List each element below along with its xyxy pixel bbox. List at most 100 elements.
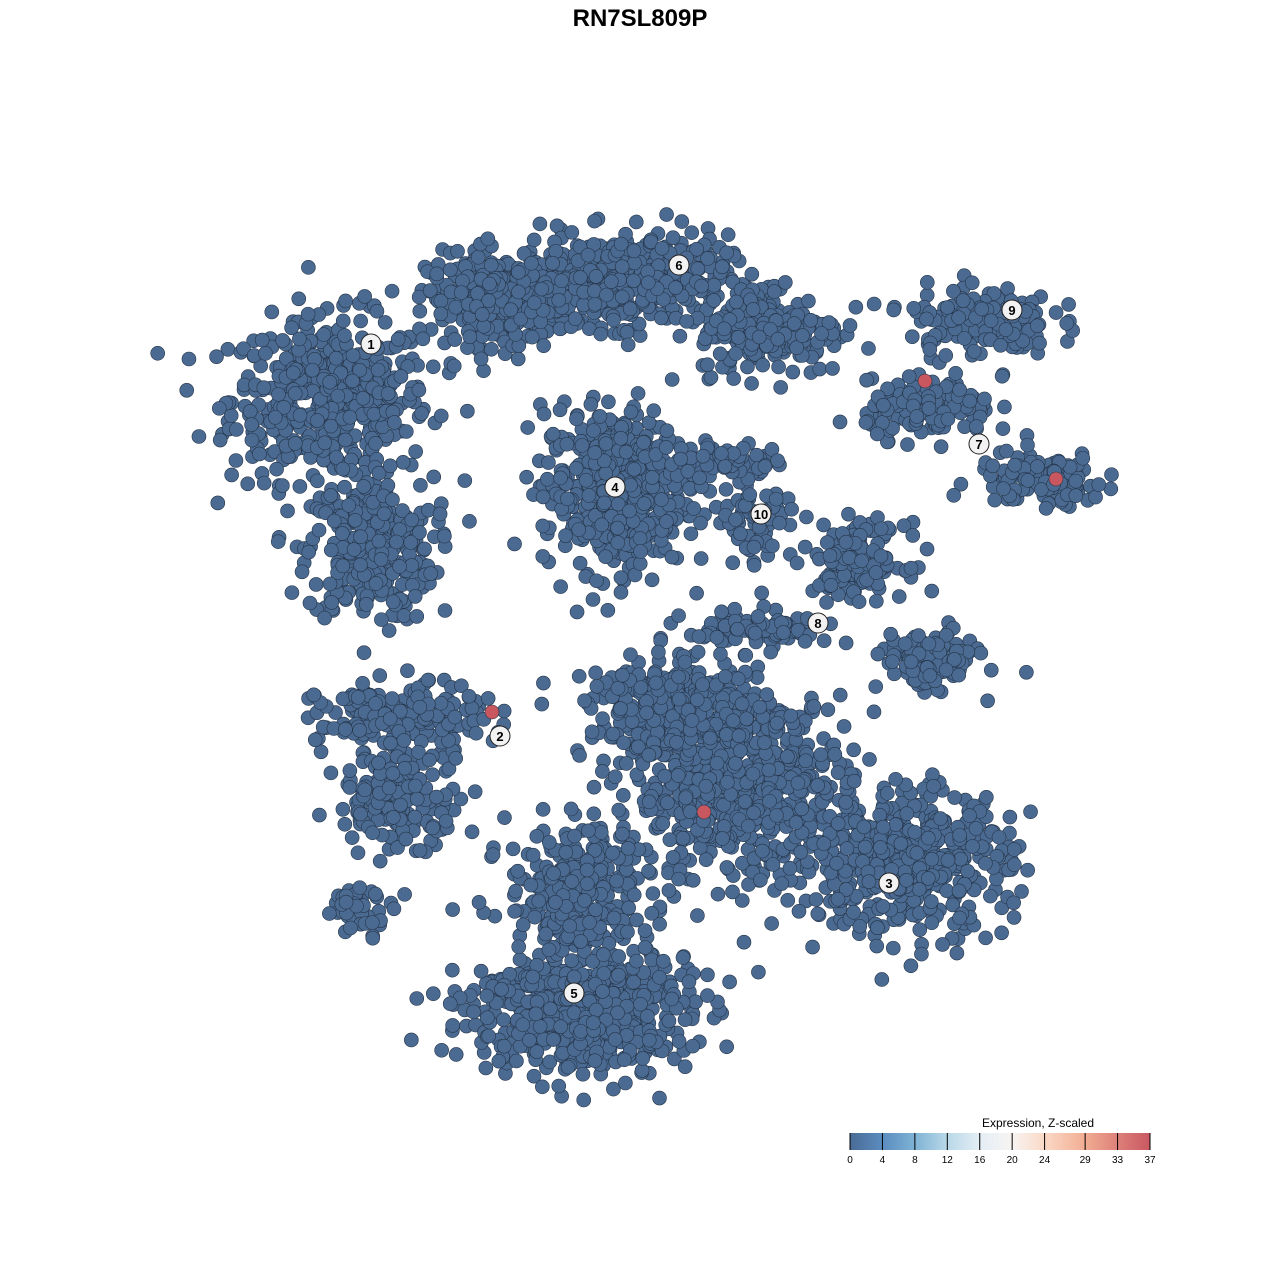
cell-point bbox=[1068, 473, 1084, 489]
cell-point bbox=[983, 662, 999, 678]
cell-point bbox=[316, 327, 332, 342]
cell-point bbox=[947, 790, 962, 805]
cell-point bbox=[798, 753, 814, 769]
cell-point bbox=[953, 851, 968, 867]
cell-point bbox=[541, 455, 556, 470]
cell-point bbox=[888, 771, 903, 787]
cell-point bbox=[376, 506, 392, 522]
cell-point bbox=[301, 260, 316, 275]
cell-point bbox=[640, 275, 656, 290]
cell-point bbox=[789, 555, 805, 571]
cell-point bbox=[747, 625, 763, 641]
cell-point bbox=[949, 945, 965, 961]
cell-point bbox=[317, 435, 333, 451]
cell-point bbox=[692, 470, 707, 486]
cell-point bbox=[480, 231, 496, 247]
cell-point bbox=[317, 610, 332, 626]
cell-point bbox=[374, 612, 389, 627]
cell-point bbox=[618, 444, 634, 460]
cell-point bbox=[559, 436, 575, 452]
cell-point bbox=[1059, 315, 1074, 331]
cell-point bbox=[343, 920, 358, 936]
cell-point bbox=[813, 747, 829, 762]
cell-point bbox=[1038, 501, 1054, 516]
cell-point bbox=[399, 424, 414, 439]
cell-point bbox=[814, 326, 829, 341]
cell-point bbox=[962, 808, 977, 823]
cell-point bbox=[323, 418, 339, 434]
cell-point bbox=[803, 312, 819, 328]
cell-point bbox=[377, 315, 393, 330]
cell-point bbox=[397, 887, 412, 902]
cell-point bbox=[328, 350, 344, 366]
cell-point bbox=[464, 824, 480, 840]
cell-point bbox=[736, 934, 752, 950]
cell-point bbox=[284, 320, 299, 336]
cell-point bbox=[607, 769, 623, 785]
cell-point bbox=[287, 386, 303, 401]
cell-point bbox=[842, 318, 858, 333]
cell-point bbox=[793, 844, 809, 860]
cell-point bbox=[252, 446, 267, 462]
cell-point bbox=[957, 331, 972, 346]
cell-point bbox=[716, 321, 732, 337]
cell-point bbox=[344, 830, 360, 845]
cell-point bbox=[345, 348, 361, 363]
cell-point bbox=[371, 755, 386, 771]
cell-point bbox=[832, 687, 848, 703]
cell-point bbox=[384, 691, 400, 706]
cell-point bbox=[622, 301, 638, 317]
cell-point bbox=[888, 817, 904, 832]
cell-point bbox=[620, 337, 636, 353]
cell-point bbox=[772, 515, 787, 531]
cell-point bbox=[302, 595, 318, 611]
cell-point bbox=[181, 351, 197, 367]
cell-point bbox=[672, 328, 688, 344]
cell-point bbox=[757, 735, 772, 750]
cell-point bbox=[786, 316, 802, 331]
cell-point bbox=[244, 432, 260, 448]
cell-point bbox=[599, 287, 614, 303]
cell-point bbox=[524, 255, 539, 271]
cell-point bbox=[846, 773, 862, 789]
cell-point bbox=[994, 925, 1009, 941]
cell-point bbox=[785, 364, 801, 380]
cell-point bbox=[253, 358, 269, 374]
cell-point bbox=[306, 687, 322, 703]
cell-point bbox=[960, 863, 975, 879]
cell-point bbox=[598, 436, 614, 452]
cell-point bbox=[287, 436, 303, 451]
cell-point bbox=[710, 886, 726, 902]
cell-point bbox=[610, 520, 625, 536]
cell-point bbox=[352, 362, 368, 378]
cell-point bbox=[948, 366, 963, 381]
cell-point bbox=[292, 479, 308, 494]
cell-point bbox=[819, 595, 834, 610]
cell-point bbox=[623, 404, 639, 420]
cell-point bbox=[540, 471, 555, 487]
cell-point bbox=[904, 329, 920, 344]
cell-point bbox=[335, 558, 351, 574]
cell-point bbox=[857, 839, 873, 855]
cell-point bbox=[836, 719, 852, 734]
cell-point bbox=[861, 874, 877, 889]
cell-point bbox=[593, 326, 609, 342]
cell-point bbox=[209, 349, 224, 364]
cell-point bbox=[964, 275, 980, 291]
cell-point bbox=[636, 496, 652, 511]
cell-point bbox=[719, 860, 735, 875]
cell-point bbox=[1020, 862, 1035, 878]
cell-point bbox=[755, 357, 770, 373]
cell-point bbox=[382, 458, 398, 474]
cell-point bbox=[551, 292, 567, 308]
cell-point bbox=[686, 501, 701, 516]
cell-point bbox=[780, 749, 795, 764]
cell-point bbox=[365, 930, 381, 946]
cell-point bbox=[794, 801, 809, 817]
cell-point bbox=[880, 786, 895, 801]
cell-point bbox=[746, 557, 762, 573]
cell-point bbox=[553, 579, 568, 594]
cell-point bbox=[355, 391, 371, 406]
cell-point bbox=[899, 806, 915, 821]
cell-point bbox=[380, 386, 396, 401]
